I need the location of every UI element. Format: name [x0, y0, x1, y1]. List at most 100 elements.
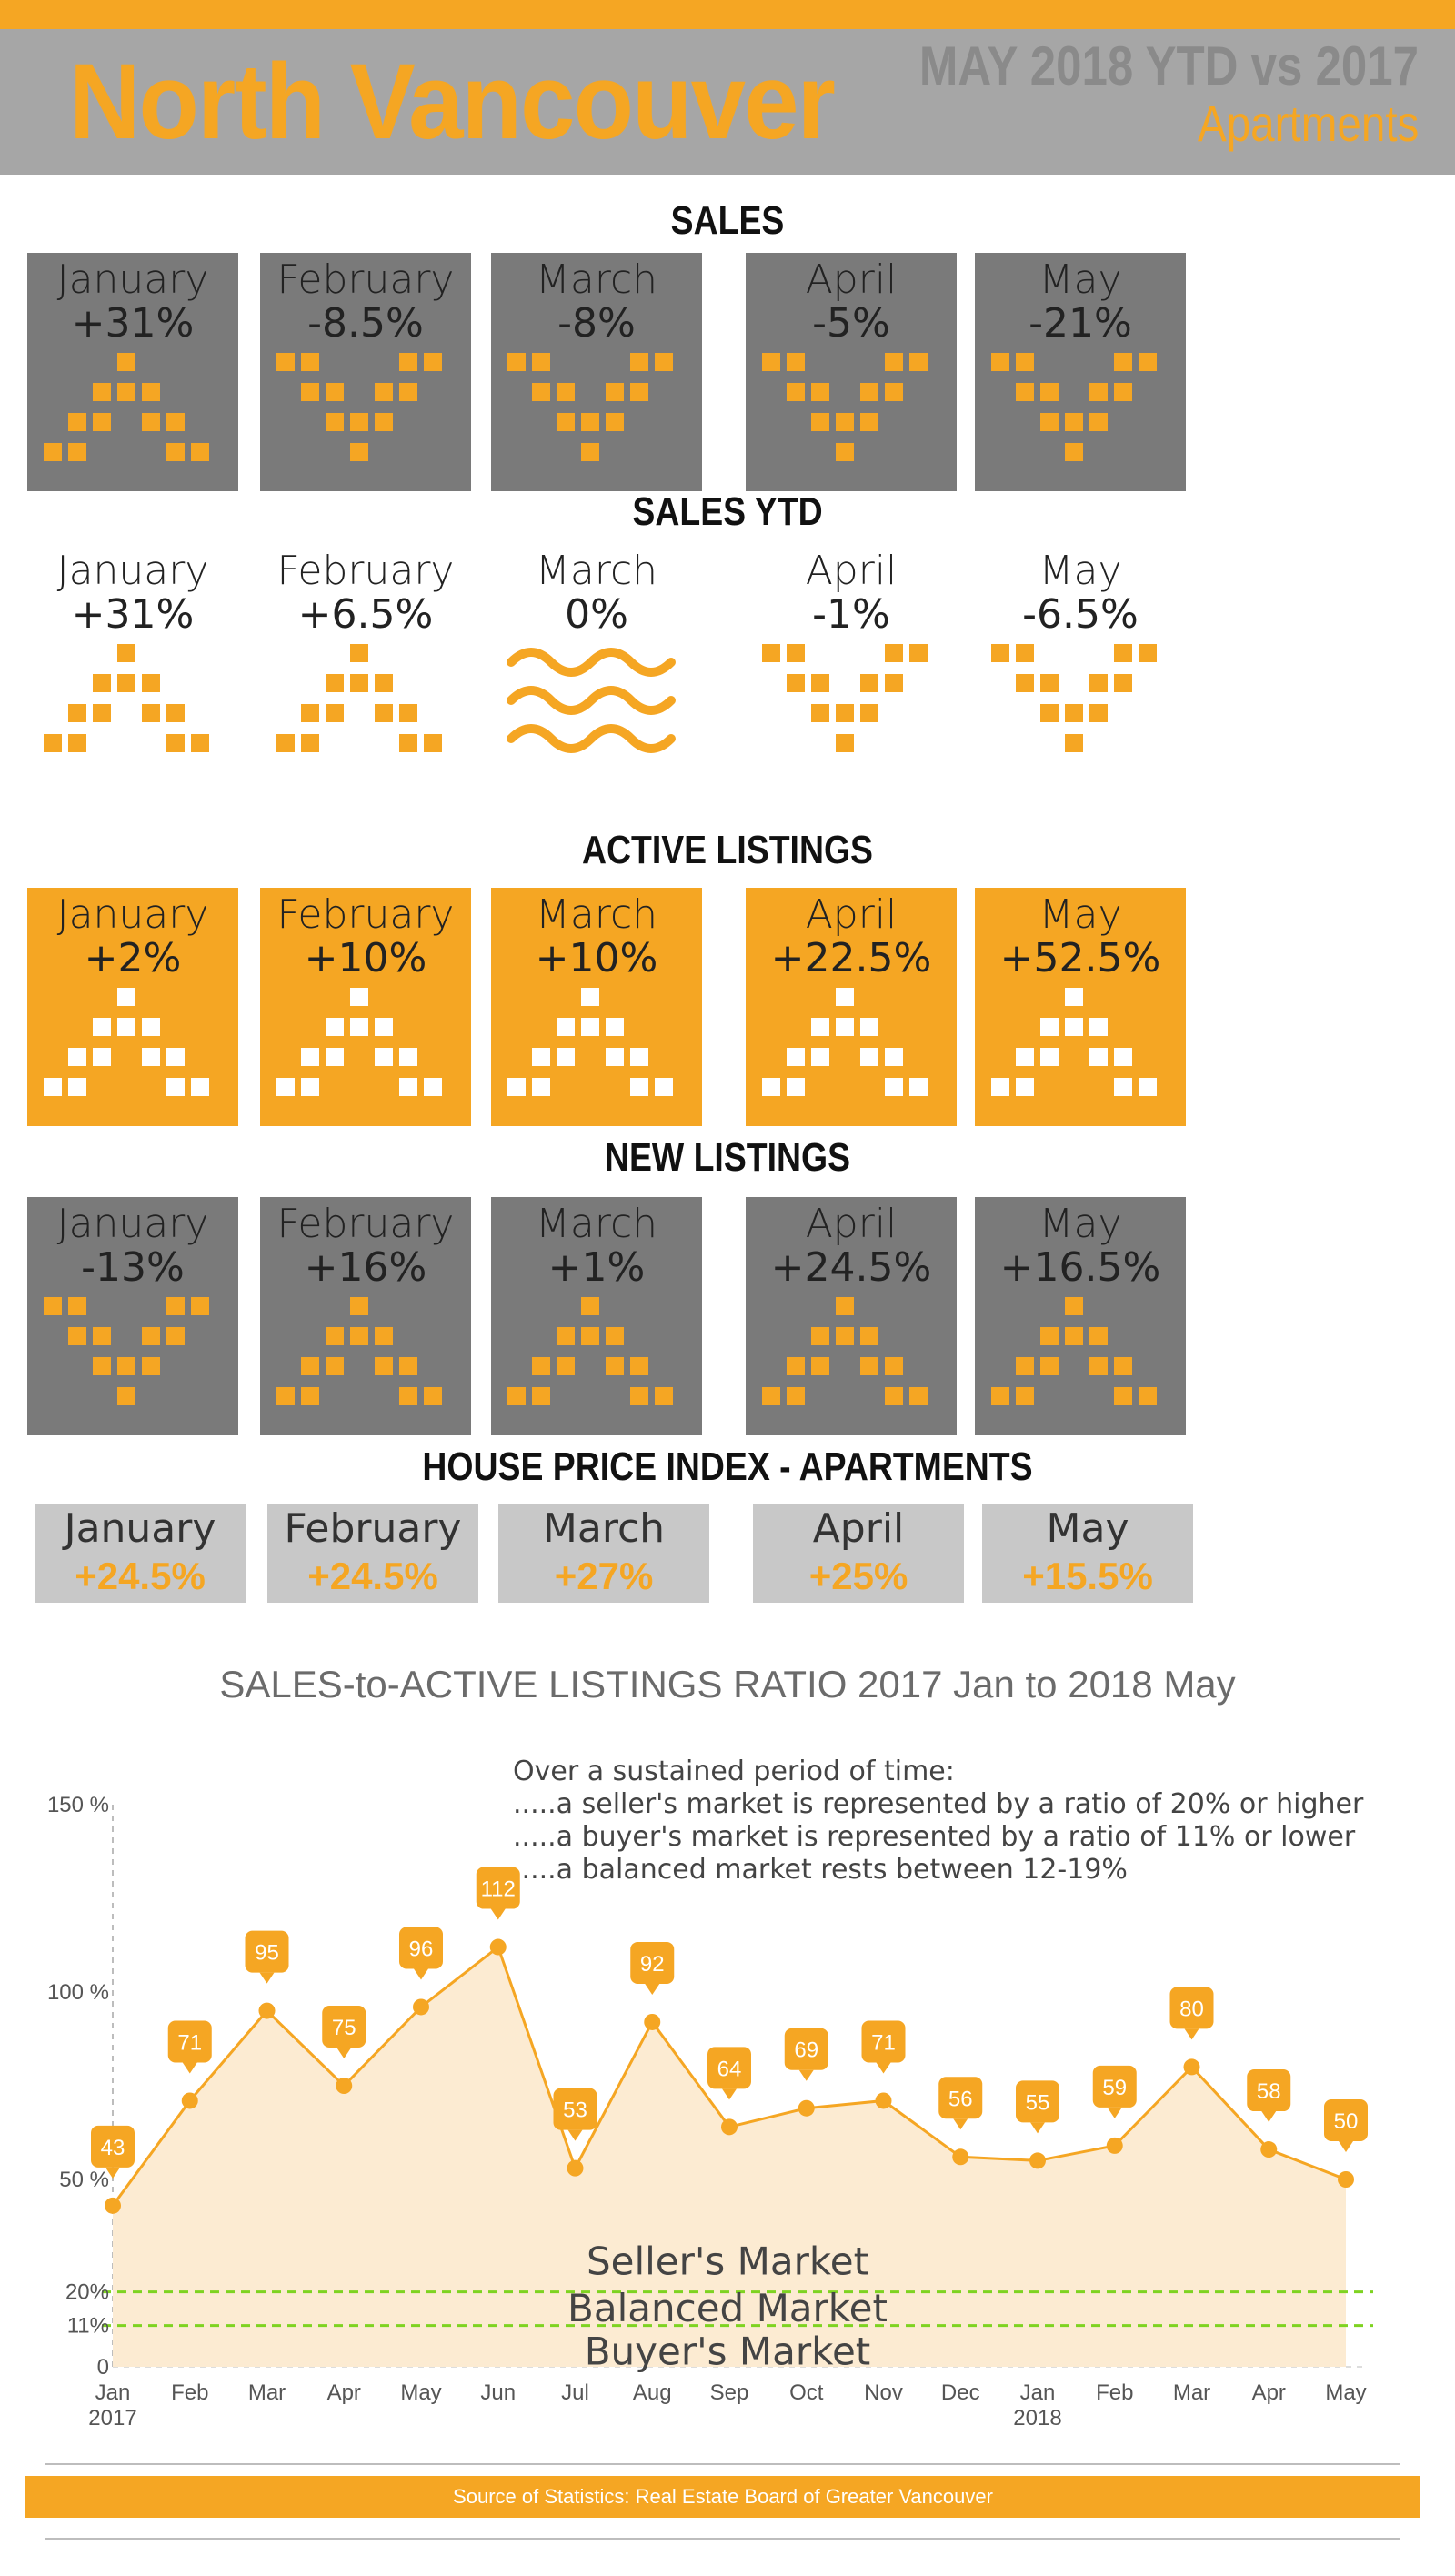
tile-change: +24.5%	[307, 1555, 438, 1597]
up-arrow-icon	[44, 644, 209, 752]
data-point	[721, 2118, 738, 2136]
x-year-label: 2018	[1013, 2406, 1061, 2430]
y-tick-label: 11%	[67, 2314, 109, 2339]
stat-tile: March +1%	[491, 1197, 702, 1435]
x-tick-label: Apr	[1252, 2380, 1286, 2405]
tile-month: January	[56, 891, 209, 938]
data-point	[1260, 2141, 1278, 2158]
x-tick-label: May	[1325, 2380, 1366, 2405]
tile-change: -5%	[812, 300, 890, 347]
zone-label: Seller's Market	[587, 2239, 868, 2284]
tile-month: May	[1039, 891, 1122, 938]
tile-month: April	[805, 548, 898, 594]
data-label: 55	[1026, 2090, 1050, 2115]
hpi-tile: February +24.5%	[267, 1504, 478, 1603]
down-arrow-icon	[762, 353, 928, 461]
tile-change: +16%	[304, 1244, 427, 1291]
data-label-bubble	[861, 2020, 906, 2063]
chart-note: Over a sustained period of time:	[513, 1756, 955, 1787]
y-tick-label: 20%	[65, 2280, 109, 2305]
tile-change: +2%	[84, 935, 182, 981]
data-label: 80	[1179, 1997, 1204, 2021]
footer-divider	[45, 2463, 1400, 2465]
active-listings-title: ACTIVE LISTINGS	[581, 828, 873, 872]
y-tick-label: 150 %	[47, 1793, 109, 1817]
data-label-pointer	[567, 2129, 583, 2141]
tile-change: -13%	[81, 1244, 185, 1291]
tile-month: April	[805, 1201, 898, 1247]
data-label-pointer	[1030, 2122, 1045, 2134]
data-label-pointer	[490, 1908, 506, 1920]
x-tick-label: Oct	[789, 2380, 824, 2405]
data-label: 92	[640, 1952, 665, 1977]
data-point	[798, 2099, 815, 2117]
stat-tile: January +31%	[27, 544, 238, 782]
data-label-pointer	[876, 2062, 891, 2074]
y-tick-label: 50 %	[59, 2168, 109, 2192]
stat-tile: May -6.5%	[975, 544, 1186, 782]
tile-month: April	[812, 1505, 905, 1552]
hpi-tile: April +25%	[753, 1504, 964, 1603]
tile-change: +1%	[547, 1244, 646, 1291]
data-label-bubble	[245, 1930, 289, 1973]
data-label-bubble	[167, 2020, 212, 2063]
tile-month: January	[56, 1201, 209, 1247]
down-arrow-icon	[762, 644, 928, 752]
data-label: 95	[255, 1941, 279, 1966]
chart-note: .....a balanced market rests between 12-…	[513, 1854, 1128, 1886]
x-tick-label: Dec	[941, 2380, 980, 2405]
up-arrow-icon	[991, 1297, 1157, 1405]
data-point	[1029, 2152, 1046, 2169]
data-label-pointer	[1261, 2111, 1277, 2123]
sales-ytd-title: SALES YTD	[632, 489, 823, 534]
tile-month: May	[1046, 1505, 1129, 1552]
data-label: 75	[332, 2016, 356, 2040]
tile-month: March	[542, 1505, 666, 1552]
tile-change: +25%	[808, 1555, 908, 1597]
data-label-bubble	[1016, 2080, 1059, 2123]
zone-label: Buyer's Market	[585, 2329, 871, 2374]
data-point	[1183, 2058, 1200, 2076]
data-label: 58	[1257, 2079, 1281, 2104]
data-point	[105, 2197, 121, 2214]
data-label-pointer	[336, 2048, 352, 2058]
data-label-bubble	[1247, 2069, 1291, 2112]
data-point	[336, 2078, 353, 2094]
data-point	[1338, 2171, 1354, 2188]
data-label-bubble	[1324, 2099, 1368, 2141]
data-label-pointer	[414, 1968, 428, 1980]
chart-note: .....a buyer's market is represented by …	[513, 1821, 1356, 1853]
data-label-bubble	[938, 2077, 983, 2119]
tile-month: March	[535, 548, 658, 594]
data-label-bubble	[1169, 1987, 1214, 2029]
data-label: 59	[1102, 2076, 1127, 2100]
data-label: 43	[101, 2136, 125, 2160]
stat-tile: April -5%	[746, 253, 957, 491]
tile-change: +10%	[304, 935, 427, 981]
data-label-pointer	[1339, 2141, 1353, 2152]
tile-month: January	[64, 1505, 216, 1552]
wave-icon	[507, 648, 676, 753]
stat-tile: February +16%	[260, 1197, 471, 1435]
y-tick-label: 0	[97, 2355, 109, 2380]
down-arrow-icon	[276, 353, 442, 461]
tile-change: -1%	[812, 591, 890, 638]
up-arrow-icon	[276, 988, 442, 1096]
x-tick-label: Apr	[327, 2380, 361, 2405]
series-area	[113, 1947, 1346, 2367]
stat-tile: March 0%	[491, 544, 702, 782]
page-title: North Vancouver	[69, 42, 836, 162]
x-tick-label: Jan	[95, 2380, 131, 2405]
tile-month: May	[1039, 257, 1122, 303]
x-tick-label: May	[400, 2380, 441, 2405]
tile-month: April	[805, 891, 898, 938]
data-label: 96	[409, 1937, 434, 1961]
tile-month: February	[276, 1201, 455, 1247]
down-arrow-icon	[991, 644, 1157, 752]
data-point	[413, 1998, 429, 2016]
tile-change: +52.5%	[999, 935, 1161, 981]
sales-title: SALES	[670, 198, 785, 243]
tile-month: February	[276, 257, 455, 303]
tile-month: May	[1039, 548, 1122, 594]
data-label-pointer	[259, 1972, 275, 1984]
